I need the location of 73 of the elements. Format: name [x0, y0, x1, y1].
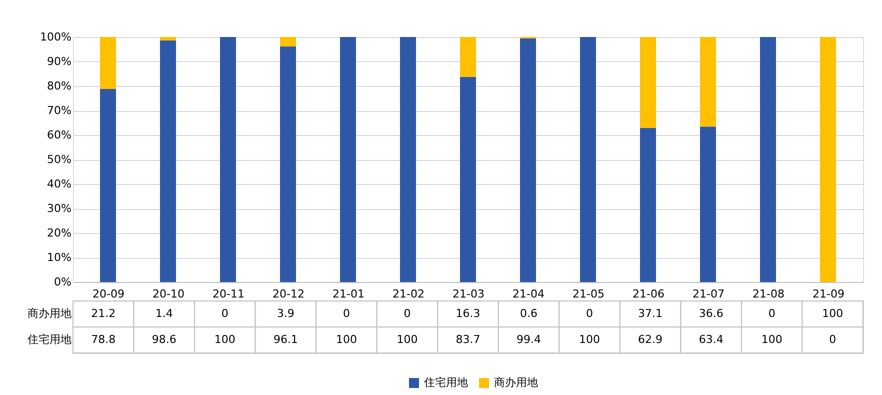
y-tick-label: 70% [47, 104, 72, 117]
y-tick-label: 0% [54, 276, 72, 288]
y-tick-label: 30% [47, 202, 72, 215]
bar [640, 37, 656, 128]
bar [160, 40, 176, 282]
x-tick-label: 21-07 [692, 288, 724, 300]
data-label: 100 [822, 307, 844, 320]
data-label: 0 [404, 307, 411, 320]
x-tick-label: 21-09 [812, 288, 844, 300]
x-tick-label: 21-03 [452, 288, 484, 300]
x-tick-label: 21-08 [752, 288, 784, 300]
bar [100, 88, 116, 282]
data-label: 98.6 [152, 333, 176, 346]
bar [760, 37, 776, 282]
x-tick-label: 21-05 [572, 288, 604, 300]
x-tick-label: 20-12 [272, 288, 304, 300]
data-label: 62.9 [638, 333, 663, 346]
bar [280, 46, 296, 282]
data-label: 0 [221, 307, 228, 320]
y-tick-label: 40% [47, 178, 72, 190]
x-tick-label: 20-10 [152, 288, 184, 300]
data-label: 3.9 [276, 307, 294, 320]
y-tick-label: 10% [47, 251, 72, 264]
y-tick-label: 20% [47, 226, 72, 240]
bar [340, 37, 356, 282]
bar [160, 37, 176, 40]
data-label: 21.2 [91, 307, 116, 320]
bar [400, 37, 416, 282]
data-label: 0 [829, 333, 836, 346]
data-label: 16.3 [456, 307, 480, 320]
bar [220, 37, 236, 282]
bar [100, 37, 116, 89]
bar [700, 37, 716, 127]
y-tick-label: 90% [47, 55, 72, 68]
data-label: 0 [768, 307, 776, 320]
bar [460, 76, 476, 282]
x-tick-label: 21-01 [332, 288, 364, 300]
text: 商办用地 [28, 307, 72, 320]
data-label: 78.8 [91, 333, 116, 346]
bar [460, 37, 476, 77]
x-tick-label: 21-04 [512, 288, 544, 300]
text: 住宅用地 [28, 333, 72, 346]
data-label: 99.4 [516, 333, 542, 346]
bar [280, 37, 296, 47]
data-label: 63.4 [698, 333, 724, 346]
x-tick-label: 20-11 [212, 288, 244, 300]
data-label: 96.1 [273, 333, 298, 346]
data-label: 100 [579, 333, 600, 346]
legend-label: 住宅用地 [424, 376, 468, 389]
data-label: 100 [214, 333, 236, 346]
y-tick-label: 100% [40, 30, 72, 44]
y-tick-label: 80% [47, 80, 72, 92]
bar [580, 37, 596, 282]
bar [820, 37, 836, 282]
bar [640, 128, 656, 282]
legend-label: 商办用地 [494, 376, 538, 389]
x-tick-label: 21-02 [392, 288, 424, 300]
data-label: 0 [586, 307, 594, 320]
data-label: 100 [761, 333, 782, 346]
data-label: 100 [396, 333, 418, 346]
data-label: 0 [342, 307, 350, 320]
data-label: 1.4 [155, 307, 173, 320]
x-tick-label: 21-06 [632, 288, 664, 300]
bar [700, 126, 716, 282]
data-label: 100 [336, 333, 357, 346]
data-label: 0.6 [520, 307, 538, 320]
data-label: 36.6 [698, 307, 724, 320]
y-tick-label: 50% [47, 153, 72, 166]
y-tick-label: 60% [47, 128, 72, 142]
data-label: 37.1 [638, 307, 663, 320]
bar [520, 38, 536, 282]
data-label: 83.7 [456, 333, 480, 346]
x-tick-label: 20-09 [92, 288, 124, 300]
